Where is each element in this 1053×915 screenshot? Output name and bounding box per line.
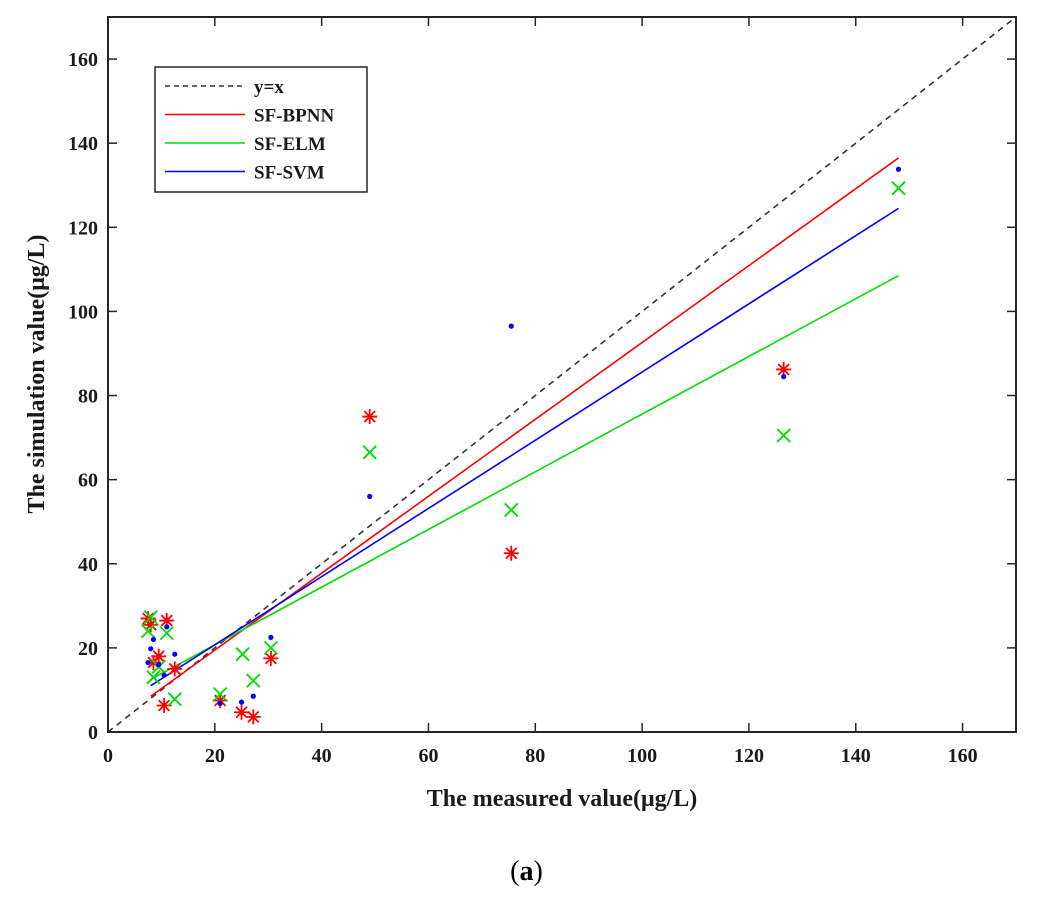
x-axis-ticks: 0 20 40 60 80 100 120 140 160	[103, 17, 978, 767]
point-sf-bpnn	[159, 613, 175, 629]
x-tick-label: 160	[948, 745, 978, 767]
y-tick-label: 120	[68, 217, 98, 239]
x-tick-label: 80	[525, 745, 545, 767]
y-tick-label: 140	[68, 133, 98, 155]
point-sf-svm	[145, 660, 151, 666]
point-sf-elm	[143, 610, 158, 625]
point-sf-svm	[238, 699, 245, 705]
x-tick-label: 120	[734, 745, 764, 767]
point-sf-svm	[148, 646, 154, 652]
point-sf-bpnn	[212, 692, 228, 708]
point-sf-elm	[235, 647, 250, 662]
point-sf-svm	[367, 493, 373, 500]
fit-lines	[108, 17, 1016, 732]
y-axis-ticks: 0 20 40 60 80 100 120 140 160	[68, 49, 1016, 744]
point-sf-elm	[263, 640, 279, 656]
x-tick-label: 20	[205, 745, 225, 767]
point-sf-bpnn	[167, 661, 183, 677]
line-y-x	[108, 17, 1016, 732]
y-tick-label: 160	[68, 49, 98, 71]
point-sf-bpnn	[151, 648, 167, 664]
legend-label: SF-BPNN	[254, 106, 335, 127]
point-sf-svm	[268, 634, 274, 640]
figure-caption: (a)	[510, 856, 543, 887]
point-sf-elm	[167, 692, 182, 707]
point-sf-bpnn	[245, 709, 261, 725]
line-sf-elm	[150, 274, 899, 681]
legend-label: SF-SVM	[254, 163, 325, 184]
point-sf-bpnn	[362, 409, 378, 425]
line-sf-svm	[150, 207, 899, 687]
x-tick-label: 40	[312, 745, 332, 767]
plot-frame	[107, 16, 1017, 733]
y-axis-title: The simulation value(μg/L)	[24, 235, 50, 514]
y-tick-label: 80	[78, 386, 98, 408]
point-sf-elm	[159, 626, 174, 641]
point-sf-bpnn	[776, 361, 792, 377]
y-tick-label: 0	[88, 722, 98, 744]
legend-label: SF-ELM	[254, 134, 326, 155]
point-sf-svm	[508, 323, 514, 329]
point-sf-svm	[150, 636, 156, 643]
point-sf-svm	[172, 651, 178, 657]
x-tick-label: 60	[418, 745, 438, 767]
point-sf-svm	[161, 672, 167, 678]
point-sf-bpnn	[234, 704, 250, 720]
data-points	[140, 166, 906, 725]
x-axis-title: The measured value(μg/L)	[427, 786, 698, 812]
point-sf-elm	[146, 670, 161, 685]
x-tick-label: 100	[627, 745, 657, 767]
y-tick-label: 60	[78, 470, 98, 492]
point-sf-elm	[246, 673, 261, 688]
point-sf-bpnn	[140, 610, 156, 626]
point-sf-svm	[217, 700, 223, 707]
legend: y=x SF-BPNN SF-ELM SF-SVM	[154, 66, 368, 193]
point-sf-bpnn	[503, 545, 519, 561]
point-sf-svm	[250, 693, 256, 699]
point-sf-elm	[362, 445, 377, 460]
scatter-chart: 0 20 40 60 80 100 120 140 160 0 20 40 60 80 100 120 140…	[24, 16, 1017, 812]
point-sf-elm	[504, 502, 519, 518]
legend-label: y=x	[254, 77, 284, 98]
point-sf-bpnn	[156, 698, 172, 714]
point-sf-elm	[213, 687, 228, 702]
point-sf-svm	[164, 624, 170, 630]
x-tick-label: 0	[103, 745, 113, 767]
point-sf-svm	[156, 662, 162, 668]
x-tick-label: 140	[841, 745, 871, 767]
point-sf-elm	[140, 623, 156, 639]
y-tick-label: 40	[78, 554, 98, 576]
y-tick-label: 20	[78, 638, 98, 660]
point-sf-elm	[891, 181, 906, 196]
point-sf-svm	[781, 374, 787, 380]
point-sf-bpnn	[143, 617, 159, 633]
point-sf-bpnn	[263, 650, 279, 666]
point-sf-elm	[776, 428, 791, 443]
y-tick-label: 100	[68, 301, 98, 323]
point-sf-svm	[895, 166, 902, 172]
caption-letter: a	[519, 856, 534, 887]
